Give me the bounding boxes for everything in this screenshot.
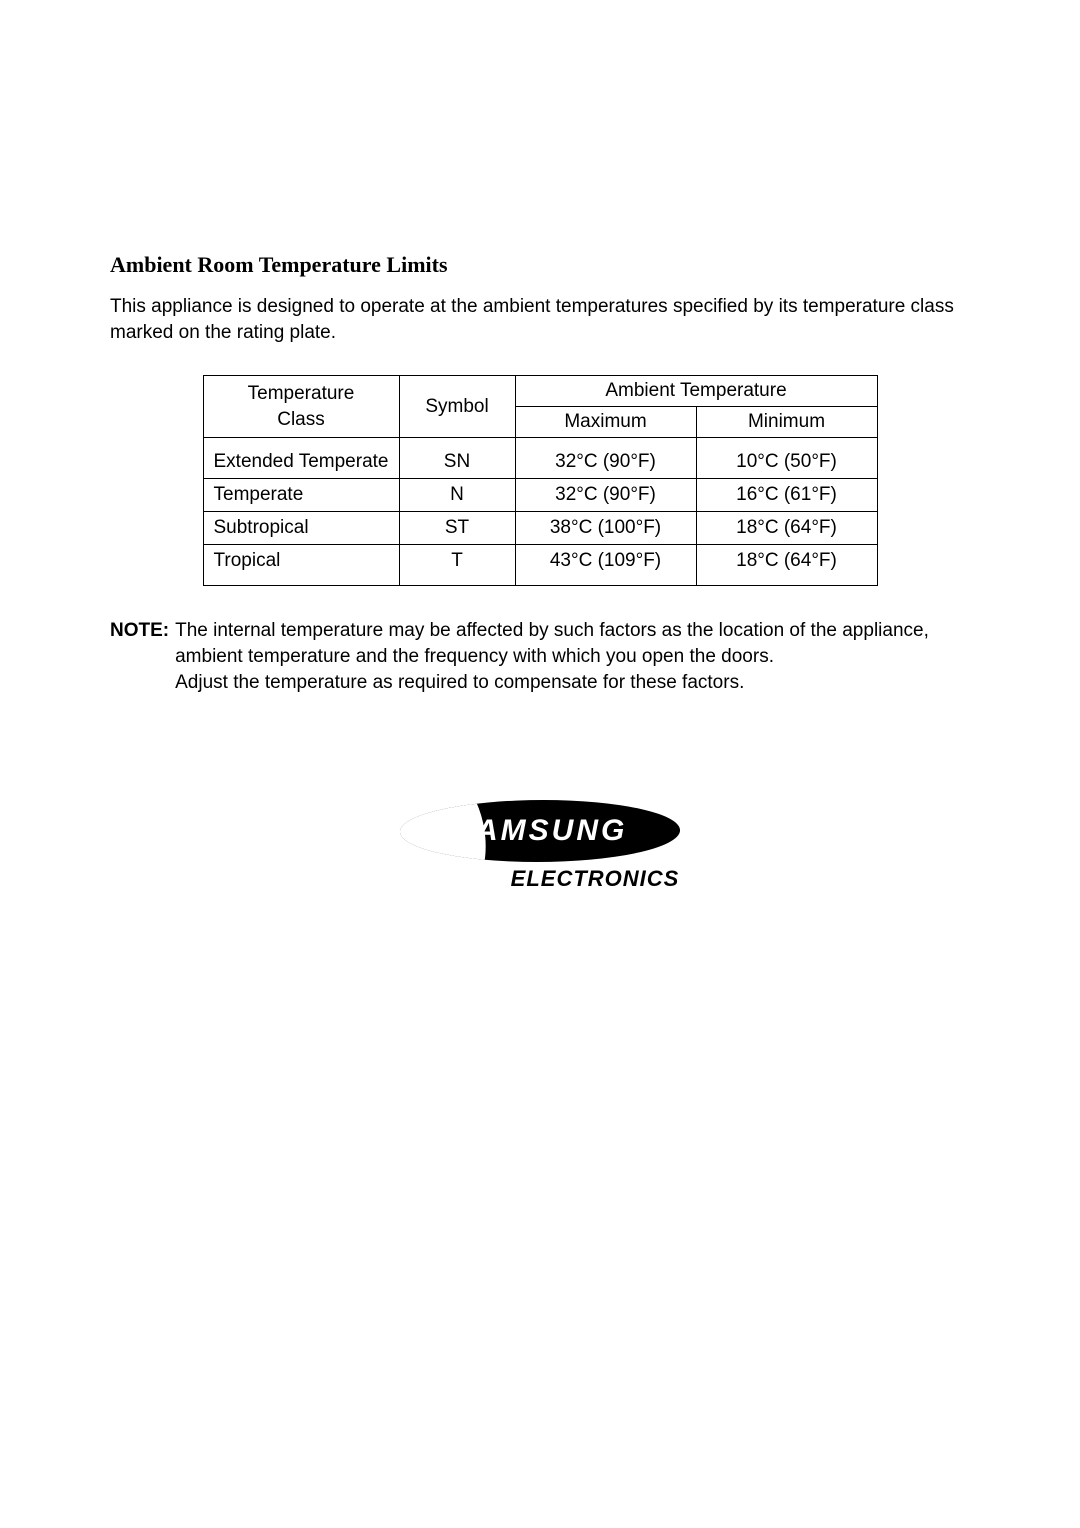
intro-paragraph: This appliance is designed to operate at… (110, 294, 970, 345)
cell-symbol: SN (399, 438, 515, 479)
note-block: NOTE: The internal temperature may be af… (110, 618, 970, 695)
cell-max: 38°C (100°F) (515, 512, 696, 545)
brand-logo: SAMSUNG ELECTRONICS (0, 800, 1080, 892)
header-class-line1: Temperature (248, 383, 355, 404)
cell-class: Tropical (203, 545, 399, 586)
header-class-line2: Class (277, 409, 325, 430)
cell-min: 18°C (64°F) (696, 512, 877, 545)
cell-min: 16°C (61°F) (696, 479, 877, 512)
cell-min: 18°C (64°F) (696, 545, 877, 586)
note-line-1: The internal temperature may be affected… (175, 620, 929, 641)
header-temperature-class: Temperature Class (203, 376, 399, 438)
samsung-oval-icon: SAMSUNG (397, 800, 684, 862)
cell-max: 43°C (109°F) (515, 545, 696, 586)
section-heading: Ambient Room Temperature Limits (110, 252, 970, 278)
header-symbol: Symbol (399, 376, 515, 438)
cell-class: Subtropical (203, 512, 399, 545)
cell-symbol: ST (399, 512, 515, 545)
cell-min: 10°C (50°F) (696, 438, 877, 479)
table-header-row-1: Temperature Class Symbol Ambient Tempera… (203, 376, 877, 407)
header-minimum: Minimum (696, 407, 877, 438)
brand-subtext: ELECTRONICS (511, 866, 680, 892)
header-ambient-temperature: Ambient Temperature (515, 376, 877, 407)
header-maximum: Maximum (515, 407, 696, 438)
cell-symbol: T (399, 545, 515, 586)
table-row: Tropical T 43°C (109°F) 18°C (64°F) (203, 545, 877, 586)
table-row: Extended Temperate SN 32°C (90°F) 10°C (… (203, 438, 877, 479)
temperature-table: Temperature Class Symbol Ambient Tempera… (203, 375, 878, 586)
brand-name: SAMSUNG (453, 814, 627, 848)
note-label: NOTE: (110, 618, 169, 695)
note-line-3: Adjust the temperature as required to co… (175, 672, 744, 693)
table-row: Subtropical ST 38°C (100°F) 18°C (64°F) (203, 512, 877, 545)
cell-max: 32°C (90°F) (515, 479, 696, 512)
cell-class: Extended Temperate (203, 438, 399, 479)
table-row: Temperate N 32°C (90°F) 16°C (61°F) (203, 479, 877, 512)
note-line-2: ambient temperature and the frequency wi… (175, 646, 774, 667)
note-text: The internal temperature may be affected… (175, 618, 929, 695)
cell-class: Temperate (203, 479, 399, 512)
temperature-table-wrap: Temperature Class Symbol Ambient Tempera… (110, 375, 970, 586)
cell-max: 32°C (90°F) (515, 438, 696, 479)
cell-symbol: N (399, 479, 515, 512)
